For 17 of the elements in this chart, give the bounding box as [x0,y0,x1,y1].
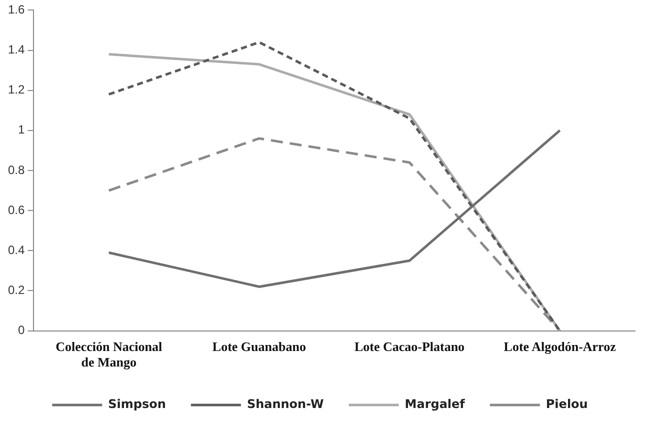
y-tick-label: 0.4 [8,242,25,257]
legend-label: Shannon-W [246,397,324,412]
x-tick-label: Lote Cacao-Platano [354,338,465,354]
legend-label: Simpson [108,397,166,412]
legend-label: Margalef [404,397,466,412]
legend-label: Pielou [546,397,588,412]
x-tick-label: Lote Guanabano [212,338,306,354]
y-tick-label: 1.4 [8,42,25,57]
x-tick-label: Lote Algodón-Arroz [504,338,616,354]
y-tick-label: 1.2 [8,82,25,97]
y-tick-label: 0 [18,323,25,338]
x-tick-label: Colección Nacional de Mango [56,338,162,370]
y-tick-label: 0.8 [8,162,25,177]
y-tick-label: 1 [18,122,25,137]
y-tick-label: 1.6 [8,2,25,17]
y-tick-label: 0.2 [8,283,25,298]
y-tick-label: 0.6 [8,202,25,217]
